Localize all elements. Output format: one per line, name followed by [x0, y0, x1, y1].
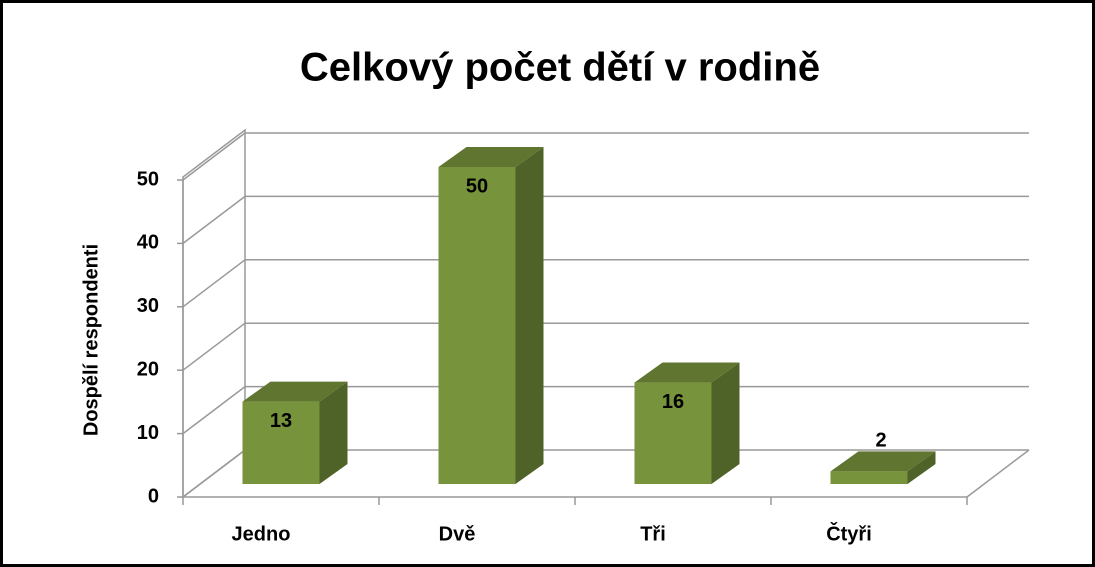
grid-diagonal — [182, 449, 246, 498]
bar-top — [830, 451, 936, 472]
grid-diagonal — [182, 195, 246, 244]
data-label: 2 — [875, 430, 886, 452]
y-tick-label: 50 — [137, 168, 159, 190]
bar — [438, 167, 516, 484]
x-tick-label: Dvě — [439, 523, 476, 545]
bar-side — [319, 381, 348, 484]
bar — [242, 401, 320, 484]
grid-diagonal — [182, 132, 246, 181]
y-tick-label: 40 — [137, 232, 159, 254]
bar-top — [438, 147, 544, 167]
x-tick-label: Jedno — [232, 523, 291, 545]
floor-right — [966, 449, 1030, 498]
bar-side — [515, 147, 544, 484]
bar-side — [711, 362, 740, 484]
y-tick-label: 20 — [137, 358, 159, 380]
y-tick-label: 10 — [137, 422, 159, 444]
bar — [830, 471, 908, 484]
data-label: 50 — [466, 175, 488, 197]
y-tick-label: 0 — [148, 485, 159, 507]
grid-diagonal — [182, 259, 246, 308]
y-axis-label: Dospělí respondenti — [80, 244, 102, 436]
grid-diagonal — [182, 386, 246, 435]
bar-top — [634, 362, 740, 383]
x-tick-label: Čtyři — [826, 521, 872, 545]
data-label: 13 — [270, 410, 292, 432]
y-tick-label: 30 — [137, 295, 159, 317]
bar — [634, 382, 712, 484]
data-label: 16 — [662, 391, 684, 413]
grid-diagonal — [182, 322, 246, 371]
bar-top — [242, 381, 348, 402]
chart-title: Celkový počet dětí v rodině — [300, 46, 820, 90]
bar-side — [907, 451, 936, 484]
x-tick-label: Tři — [640, 523, 666, 545]
